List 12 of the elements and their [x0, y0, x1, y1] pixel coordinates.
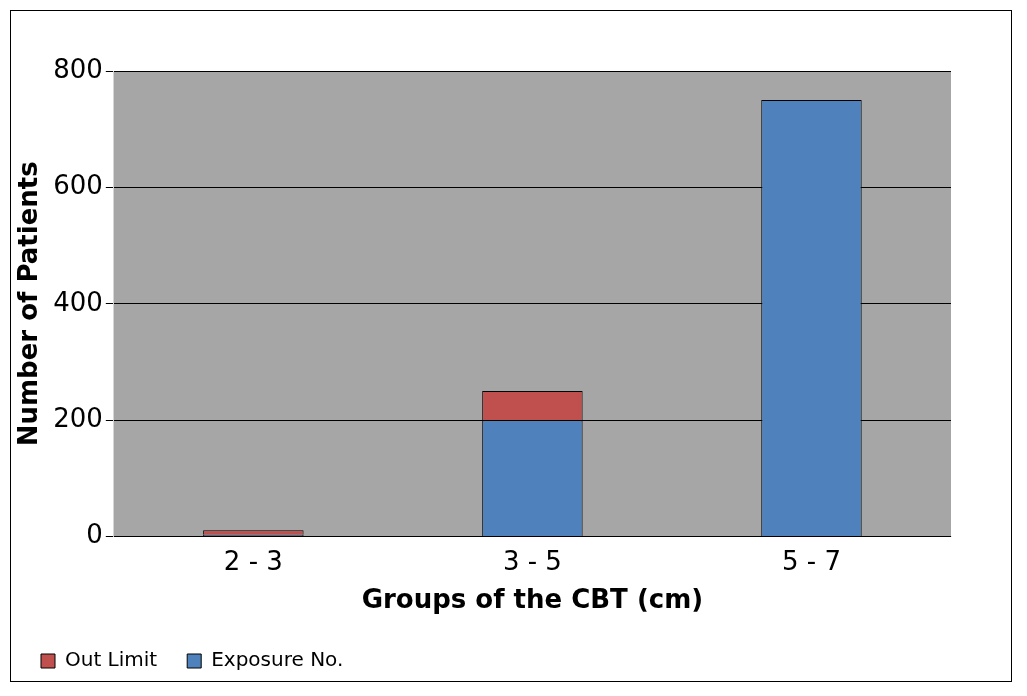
x-axis-title: Groups of the CBT (cm) — [361, 584, 704, 615]
x-tick-label: 3 - 5 — [502, 545, 562, 576]
y-tick-label: 400 — [53, 286, 103, 317]
y-tick-label: 200 — [53, 402, 103, 433]
x-tick-label: 5 - 7 — [781, 545, 841, 576]
y-tick-label: 800 — [53, 53, 103, 84]
y-axis-title: Number of Patients — [13, 161, 44, 447]
y-tick-label: 600 — [53, 170, 103, 201]
legend-label: Exposure No. — [211, 647, 344, 672]
y-tick-label: 0 — [86, 519, 103, 550]
x-tick-label: 2 - 3 — [223, 545, 283, 576]
legend-label: Out Limit — [65, 647, 158, 672]
